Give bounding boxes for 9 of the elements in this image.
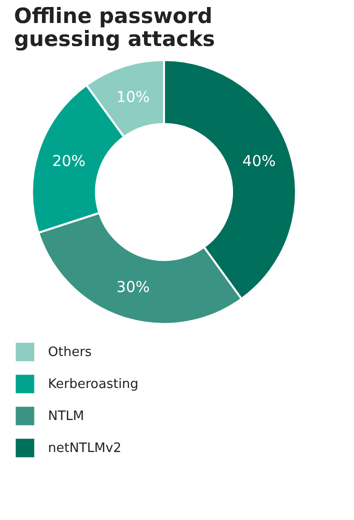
legend-label: netNTLMv2	[48, 441, 122, 456]
chart-title: Offline password guessing attacks	[14, 4, 216, 51]
data-label: 30%	[116, 278, 150, 296]
data-label: 40%	[242, 152, 276, 170]
legend-label: Others	[48, 345, 92, 360]
data-label: 20%	[52, 152, 86, 170]
data-label: 10%	[116, 88, 150, 106]
legend-label: NTLM	[48, 409, 84, 424]
legend-label: Kerberoasting	[48, 377, 138, 392]
